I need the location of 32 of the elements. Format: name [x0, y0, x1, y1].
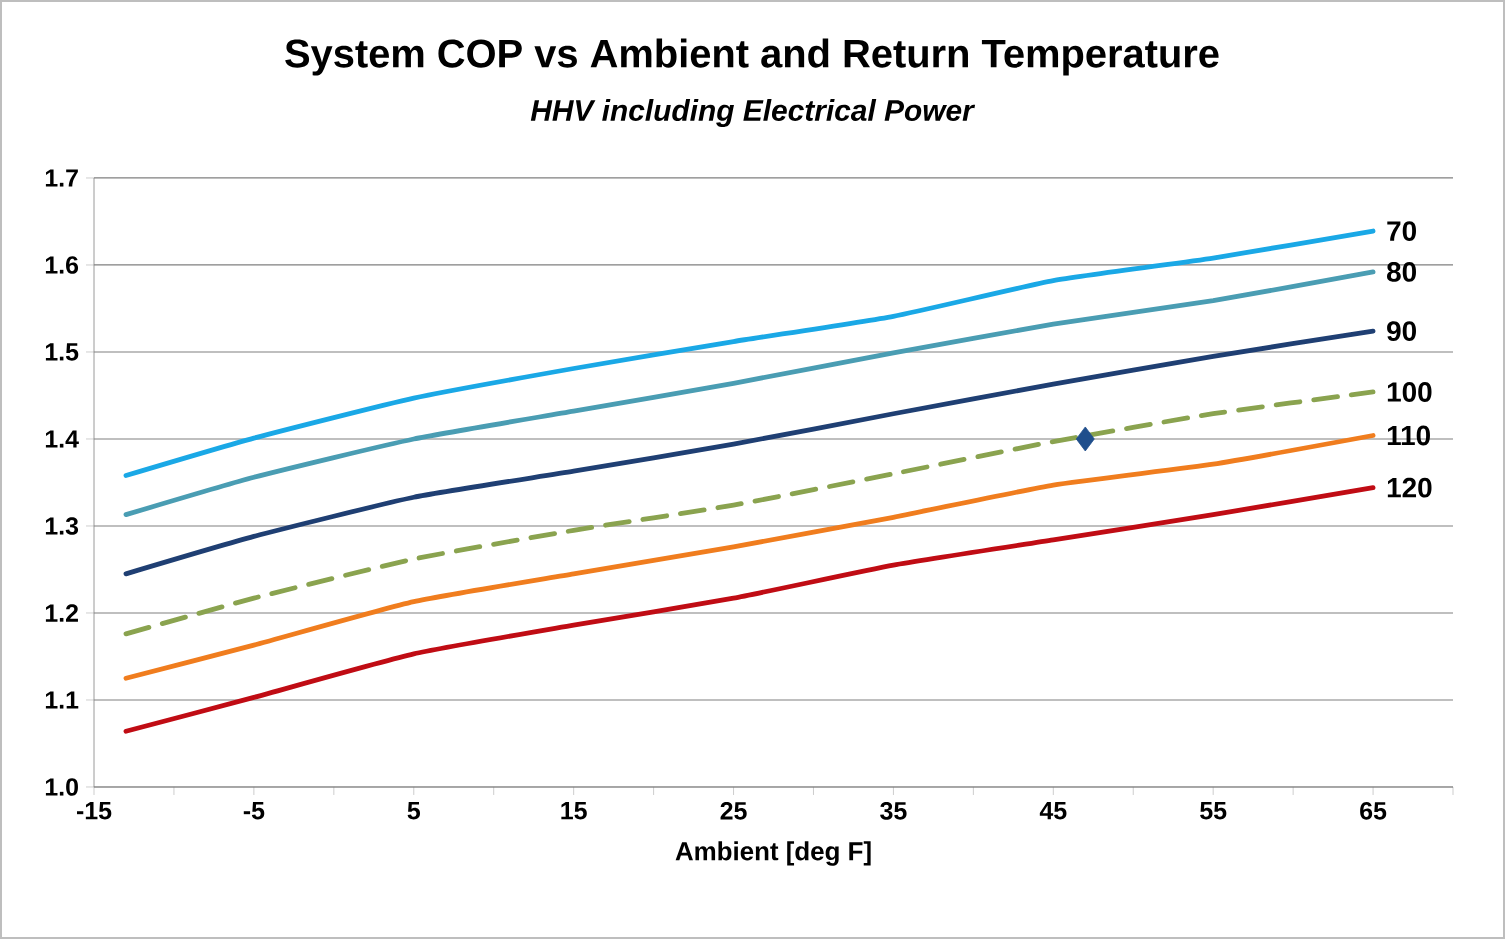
- series-label: 80: [1386, 262, 1416, 282]
- x-tick-label: -15: [76, 802, 112, 820]
- y-tick-label: 1.1: [45, 691, 79, 709]
- x-tick-label: -5: [243, 802, 265, 820]
- x-tick-label: 15: [561, 802, 587, 820]
- series-label: 90: [1387, 321, 1416, 341]
- x-tick-label: 5: [407, 802, 420, 820]
- line-series: [123, 328, 1376, 577]
- chart-title: System COP vs Ambient and Return Temperature: [285, 38, 1219, 76]
- x-tick-label: 35: [880, 802, 907, 820]
- series-label: 70: [1387, 221, 1416, 241]
- x-tick-label: 65: [1360, 802, 1387, 820]
- y-tick-label: 1.6: [45, 256, 79, 274]
- y-tick-label: 1.4: [45, 430, 79, 448]
- series-label: 110: [1387, 425, 1430, 446]
- y-tick-label: 1.0: [45, 778, 78, 796]
- series-label: 120: [1387, 477, 1432, 498]
- y-tick-label: 1.5: [45, 343, 79, 361]
- chart-subtitle: HHV including Electrical Power: [530, 99, 976, 127]
- x-tick-label: 55: [1200, 802, 1227, 820]
- x-axis-title: Ambient [deg F]: [675, 841, 871, 866]
- line-series: [123, 485, 1376, 734]
- x-tick-label: 25: [720, 802, 747, 820]
- series-label: 100: [1387, 382, 1432, 402]
- line-series: [123, 433, 1376, 681]
- line-series: [123, 228, 1376, 478]
- line-series: [123, 269, 1376, 518]
- y-tick-label: 1.2: [45, 604, 78, 622]
- line-series: [123, 389, 1376, 637]
- y-tick-label: 1.7: [45, 169, 78, 187]
- x-tick-label: 45: [1039, 802, 1067, 820]
- y-tick-label: 1.3: [45, 517, 79, 535]
